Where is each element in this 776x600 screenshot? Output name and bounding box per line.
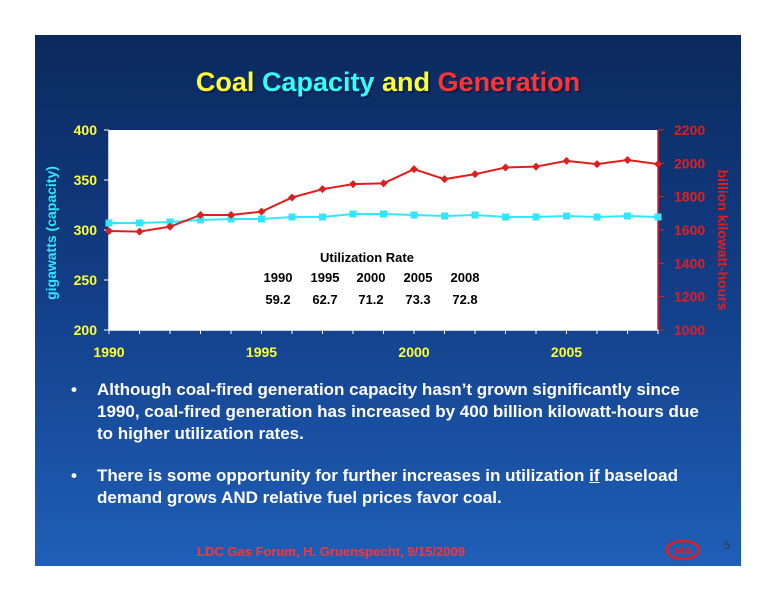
capacity-point xyxy=(166,218,174,226)
generation-point xyxy=(227,211,235,219)
generation-point xyxy=(410,165,418,174)
y-right-tick-label: 1400 xyxy=(674,255,705,271)
slide-title: Coal Capacity and Generation xyxy=(35,67,741,98)
utilization-rate-value: 73.3 xyxy=(405,292,430,307)
generation-point xyxy=(257,207,266,216)
capacity-point xyxy=(593,213,601,221)
title-word-coal: Coal xyxy=(195,67,255,97)
generation-point xyxy=(288,193,296,202)
y-right-tick-label: 1800 xyxy=(674,189,705,205)
capacity-point xyxy=(654,213,662,221)
bullet-text-part: baseload demand grows AND relative fuel … xyxy=(97,466,678,507)
capacity-point xyxy=(441,212,448,220)
bullet-text: There is some opportunity for further in… xyxy=(97,465,711,509)
annotation-heading: Utilization Rate xyxy=(320,250,414,265)
logo-text: eia xyxy=(675,543,692,557)
x-tick-label: 2000 xyxy=(398,344,429,360)
y-axis-label-left: gigawatts (capacity) xyxy=(43,166,59,300)
capacity-point xyxy=(624,212,631,220)
generation-point xyxy=(471,170,479,179)
generation-point xyxy=(562,156,571,165)
bullet-marker: • xyxy=(71,380,77,399)
generation-point xyxy=(135,227,144,236)
utilization-rate-value: 62.7 xyxy=(312,292,337,307)
bullet-text-part: There is some opportunity for further in… xyxy=(97,466,590,485)
capacity-point xyxy=(502,213,509,221)
generation-point xyxy=(349,180,357,189)
utilization-rate-value: 59.2 xyxy=(265,292,290,307)
y-axis-label-right: billion kilowatt-hours xyxy=(715,170,731,311)
capacity-point xyxy=(380,210,387,218)
generation-point xyxy=(623,156,632,164)
title-word-generation: Generation xyxy=(437,67,581,97)
eia-logo: eia xyxy=(665,539,701,561)
capacity-point xyxy=(471,211,479,219)
footer-text: LDC Gas Forum, H. Gruenspecht, 9/15/2009 xyxy=(197,544,466,559)
capacity-point xyxy=(288,213,296,221)
capacity-point xyxy=(410,211,418,219)
generation-point xyxy=(654,160,662,169)
y-right-tick-label: 2000 xyxy=(674,155,705,171)
capacity-point xyxy=(532,213,540,221)
bullet-list: • Although coal-fired generation capacit… xyxy=(71,379,711,529)
y-left-tick-label: 250 xyxy=(74,272,98,288)
bullet-emphasis: if xyxy=(589,466,600,485)
bullet-text: Although coal-fired generation capacity … xyxy=(97,380,699,443)
generation-point xyxy=(196,211,205,219)
bullet-marker: • xyxy=(71,466,77,485)
generation-point xyxy=(593,160,601,169)
y-right-tick-label: 1600 xyxy=(674,222,705,238)
generation-point xyxy=(105,227,113,235)
utilization-rate-value: 71.2 xyxy=(358,292,383,307)
y-left-tick-label: 300 xyxy=(74,222,98,238)
generation-point xyxy=(379,179,388,188)
title-word-capacity: Capacity xyxy=(261,67,375,97)
utilization-year-label: 2005 xyxy=(404,270,433,285)
generation-point xyxy=(501,163,510,172)
generation-point xyxy=(532,162,540,171)
utilization-rate-value: 72.8 xyxy=(452,292,477,307)
bullet-item: • Although coal-fired generation capacit… xyxy=(71,379,711,445)
y-right-tick-label: 2200 xyxy=(674,122,705,138)
utilization-year-label: 2008 xyxy=(451,270,480,285)
generation-point xyxy=(318,185,327,194)
x-tick-label: 1995 xyxy=(246,344,277,360)
y-left-tick-label: 350 xyxy=(74,172,98,188)
capacity-point xyxy=(563,212,570,220)
generation-point xyxy=(166,222,174,231)
utilization-year-label: 2000 xyxy=(357,270,386,285)
capacity-point xyxy=(258,215,265,223)
capacity-point xyxy=(136,219,143,227)
capacity-point xyxy=(349,210,357,218)
x-tick-label: 2005 xyxy=(551,344,582,360)
capacity-point xyxy=(319,213,326,221)
y-left-tick-label: 200 xyxy=(74,322,98,338)
y-right-tick-label: 1200 xyxy=(674,289,705,305)
page-number: 5 xyxy=(724,538,730,552)
x-tick-label: 1990 xyxy=(93,344,124,360)
title-word-and: and xyxy=(382,67,431,97)
utilization-year-label: 1995 xyxy=(311,270,340,285)
generation-point xyxy=(440,175,449,184)
bullet-item: • There is some opportunity for further … xyxy=(71,465,711,509)
utilization-year-label: 1990 xyxy=(264,270,293,285)
y-right-tick-label: 1000 xyxy=(674,322,705,338)
capacity-point xyxy=(197,216,204,224)
y-left-tick-label: 400 xyxy=(74,122,98,138)
capacity-point xyxy=(105,219,113,227)
